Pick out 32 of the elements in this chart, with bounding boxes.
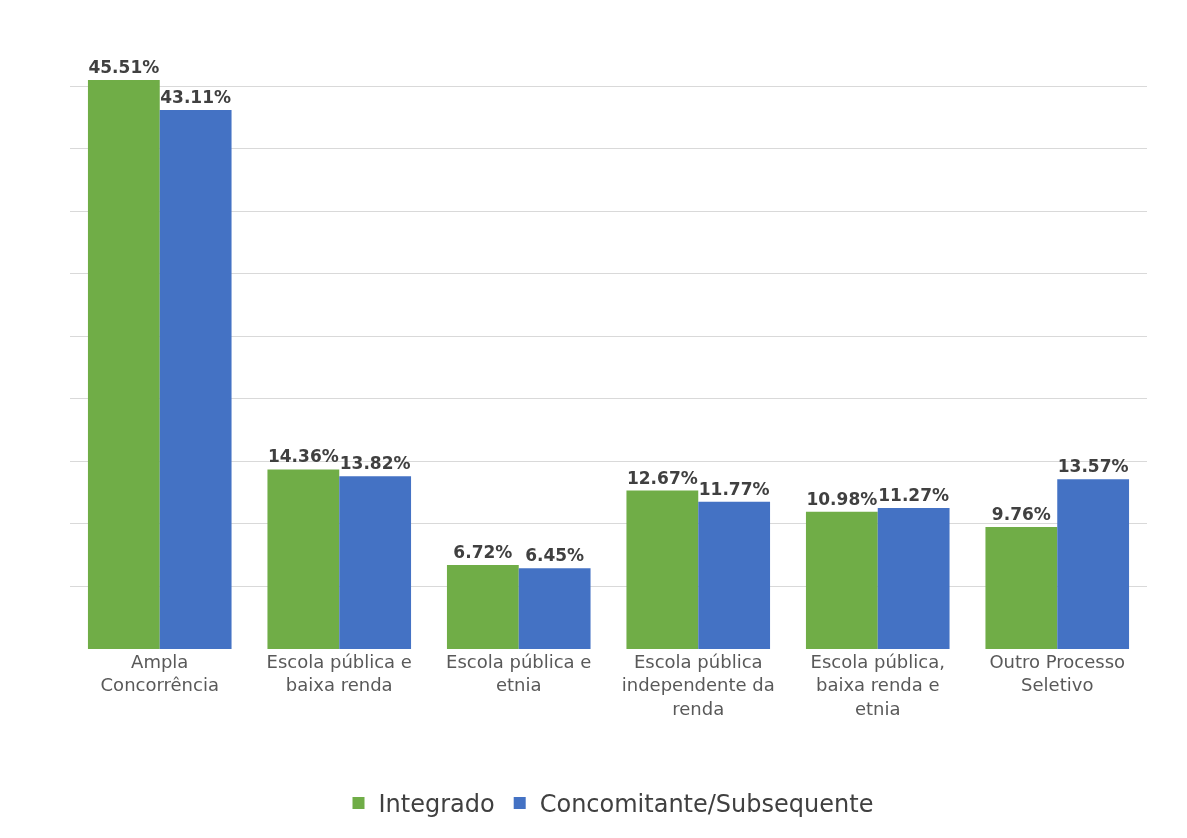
bar [1057, 479, 1130, 649]
bar [698, 501, 771, 649]
x-tick-label: Escola pública e etnia [446, 651, 592, 696]
data-label: 11.27% [878, 485, 950, 506]
bar [159, 109, 232, 649]
x-tick-label: Escola pública independente da renda [621, 651, 775, 719]
bar [985, 526, 1058, 649]
data-label: 6.72% [453, 541, 513, 562]
bar [267, 469, 340, 649]
data-label: 13.82% [339, 453, 411, 474]
bar [626, 490, 699, 649]
x-tick-label: Ampla Concorrência [100, 651, 219, 696]
data-label: 12.67% [626, 467, 698, 488]
data-label: 14.36% [267, 446, 339, 467]
x-tick-label: Escola pública e baixa renda [266, 651, 412, 696]
data-label: 43.11% [160, 86, 232, 107]
x-tick-label: Outro Processo Seletivo [989, 651, 1126, 696]
bar [877, 508, 950, 649]
bar [87, 79, 160, 649]
data-label: 45.51% [88, 56, 160, 77]
legend-label: Concomitante/Subsequente [539, 790, 874, 819]
data-label: 6.45% [525, 545, 585, 566]
data-label: 13.57% [1057, 456, 1129, 477]
data-label: 11.77% [698, 478, 770, 499]
bar [446, 564, 519, 649]
legend-label: Integrado [378, 790, 495, 819]
x-tick-label: Escola pública, baixa renda e etnia [810, 651, 945, 719]
bar [518, 568, 591, 649]
bar [339, 476, 412, 649]
bar [805, 511, 878, 649]
data-label: 10.98% [806, 488, 878, 509]
data-label: 9.76% [991, 503, 1051, 524]
